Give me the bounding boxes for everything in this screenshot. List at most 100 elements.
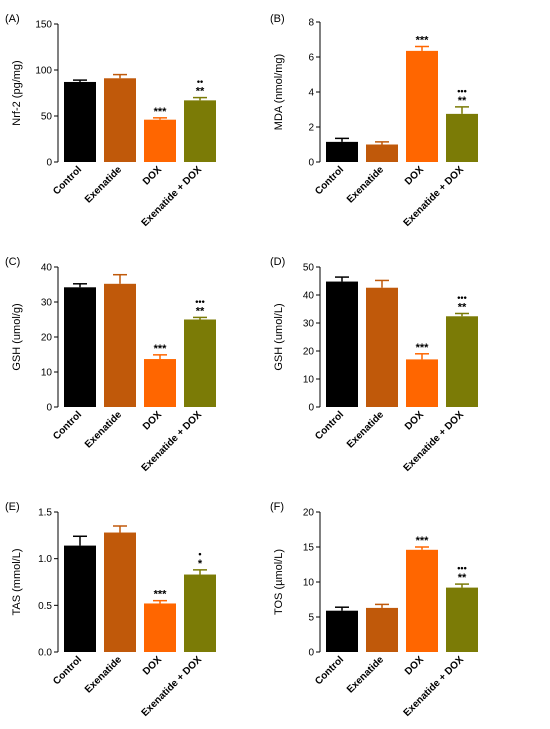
panel-label: (E) xyxy=(5,501,20,513)
y-tick-label: 30 xyxy=(41,298,53,309)
y-tick-label: 8 xyxy=(308,18,314,29)
x-tick-label: Exenatide xyxy=(83,654,124,695)
bar-exenatide xyxy=(104,78,136,162)
bar-dox xyxy=(144,119,176,162)
y-tick-label: 0 xyxy=(46,158,52,169)
x-tick-label: DOX xyxy=(141,164,164,187)
y-tick-label: 0 xyxy=(308,403,314,414)
y-tick-label: 100 xyxy=(35,66,52,77)
y-tick-label: 6 xyxy=(308,53,314,64)
significance-stars: *** xyxy=(416,35,430,47)
y-tick-label: 10 xyxy=(303,375,315,386)
y-tick-label: 20 xyxy=(303,508,315,519)
y-axis-title: MDA (nmol/mg) xyxy=(273,54,285,130)
x-tick-label: DOX xyxy=(403,654,426,677)
significance-stars: ** xyxy=(458,572,467,584)
chart-panel-d: (D) 0 10 20 30 40 50 GSH (umol/L) ControlExenati… xyxy=(270,256,478,474)
significance-stars: *** xyxy=(416,535,430,547)
bar-exenatide xyxy=(104,283,136,407)
significance-stars: *** xyxy=(154,343,168,355)
y-tick-label: 4 xyxy=(308,88,314,99)
y-tick-label: 30 xyxy=(303,319,315,330)
y-tick-label: 0 xyxy=(308,158,314,169)
significance-dots: ••• xyxy=(195,296,204,306)
bar-control xyxy=(64,545,96,652)
x-tick-label: DOX xyxy=(403,409,426,432)
x-tick-label: Control xyxy=(51,654,84,687)
x-tick-label: Exenatide xyxy=(345,164,386,205)
significance-stars: ** xyxy=(196,305,205,317)
bar-exenatide-dox xyxy=(184,319,216,407)
y-tick-label: 50 xyxy=(41,112,53,123)
bar-exenatide xyxy=(366,144,398,162)
x-tick-label: Exenatide xyxy=(83,409,124,450)
significance-dots: ••• xyxy=(457,292,466,302)
bar-exenatide-dox xyxy=(184,100,216,162)
significance-dots: ••• xyxy=(457,86,466,96)
significance-stars: * xyxy=(198,558,203,570)
y-tick-label: 1.5 xyxy=(38,508,52,519)
bar-exenatide-dox xyxy=(184,574,216,652)
bar-control xyxy=(326,141,358,162)
x-tick-label: Control xyxy=(313,164,346,197)
bar-control xyxy=(64,81,96,162)
x-tick-label: Control xyxy=(51,409,84,442)
bar-exenatide-dox xyxy=(446,113,478,162)
significance-dots: •• xyxy=(197,77,203,87)
bar-exenatide xyxy=(366,607,398,652)
x-tick-label: Control xyxy=(313,654,346,687)
significance-dots: • xyxy=(198,549,201,559)
significance-stars: *** xyxy=(154,589,168,601)
bar-control xyxy=(326,281,358,407)
y-tick-label: 40 xyxy=(303,291,315,302)
significance-stars: ** xyxy=(458,301,467,313)
significance-stars: *** xyxy=(416,342,430,354)
y-tick-label: 2 xyxy=(308,123,314,134)
y-tick-label: 5 xyxy=(308,613,314,624)
x-tick-label: Exenatide xyxy=(83,164,124,205)
y-tick-label: 10 xyxy=(303,578,315,589)
y-tick-label: 15 xyxy=(303,543,315,554)
bar-control xyxy=(326,610,358,652)
y-tick-label: 0 xyxy=(46,403,52,414)
y-axis-title: Nrf-2 (pg/mg) xyxy=(11,60,23,125)
chart-panel-a: (A) 0 50 100 150 Nrf-2 (pg/mg) ControlExenatid… xyxy=(5,13,216,229)
y-tick-label: 20 xyxy=(303,347,315,358)
chart-panel-e: (E) 0.0 0.5 1.0 1.5 TAS (mmol/L) ControlExenat… xyxy=(5,501,216,719)
y-tick-label: 0.5 xyxy=(38,601,52,612)
panel-label: (D) xyxy=(270,256,285,268)
bar-exenatide xyxy=(104,532,136,652)
y-tick-label: 40 xyxy=(41,263,53,274)
y-axis-title: TAS (mmol/L) xyxy=(11,548,23,615)
y-tick-label: 150 xyxy=(35,20,52,31)
significance-stars: *** xyxy=(154,106,168,118)
y-tick-label: 50 xyxy=(303,263,315,274)
y-tick-label: 1.0 xyxy=(38,554,52,565)
x-tick-label: DOX xyxy=(141,654,164,677)
y-tick-label: 0.0 xyxy=(38,648,52,659)
chart-panel-c: (C) 0 10 20 30 40 GSH (umol/g) ControlExenatide… xyxy=(5,256,216,474)
panel-label: (C) xyxy=(5,256,20,268)
bar-control xyxy=(64,287,96,407)
bar-exenatide-dox xyxy=(446,316,478,407)
x-tick-label: DOX xyxy=(403,164,426,187)
y-tick-label: 20 xyxy=(41,333,53,344)
y-axis-title: TOS (µmol/L) xyxy=(273,549,285,615)
panel-label: (F) xyxy=(270,501,284,513)
x-tick-label: DOX xyxy=(141,409,164,432)
bar-dox xyxy=(406,359,438,407)
y-tick-label: 10 xyxy=(41,368,53,379)
x-tick-label: Control xyxy=(313,409,346,442)
x-tick-label: Exenatide xyxy=(345,409,386,450)
bar-exenatide xyxy=(366,287,398,407)
y-axis-title: GSH (umol/g) xyxy=(11,303,23,370)
bar-dox xyxy=(406,549,438,652)
bar-dox xyxy=(144,359,176,407)
y-axis-title: GSH (umol/L) xyxy=(273,303,285,370)
x-tick-label: Exenatide xyxy=(345,654,386,695)
bar-exenatide-dox xyxy=(446,587,478,652)
panel-label: (A) xyxy=(5,13,20,25)
y-tick-label: 0 xyxy=(308,648,314,659)
